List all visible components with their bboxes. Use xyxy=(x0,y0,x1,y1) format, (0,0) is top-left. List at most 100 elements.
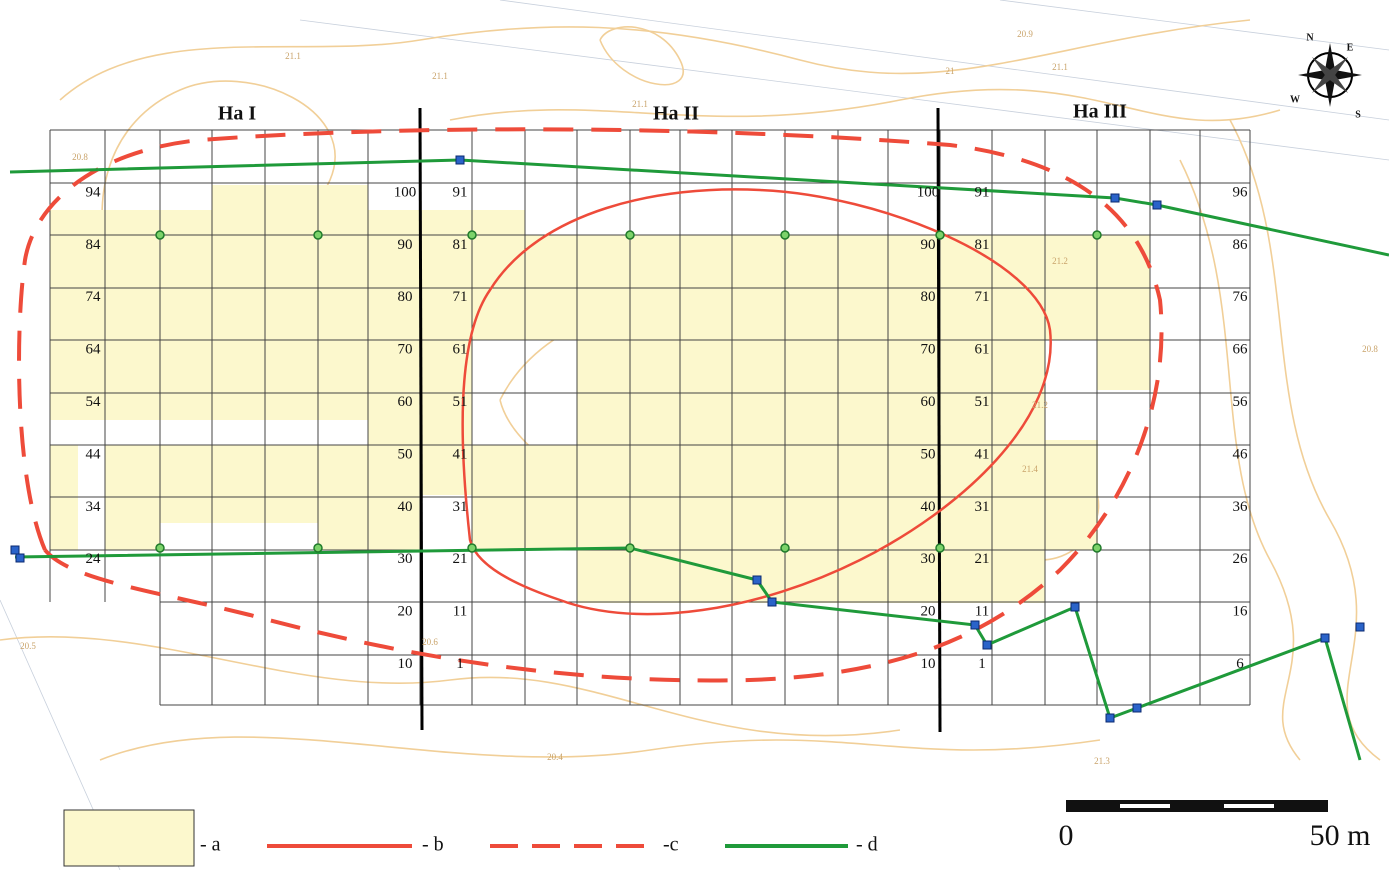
cell-number: 81 xyxy=(975,237,990,253)
section-label: Ha III xyxy=(1073,101,1127,123)
blue-point xyxy=(1105,713,1115,723)
area-a-cell xyxy=(368,210,420,550)
cell-number: 30 xyxy=(921,551,936,567)
cell-number: 51 xyxy=(975,394,990,410)
compass-letter: S xyxy=(1355,109,1361,120)
contour-label: 21.1 xyxy=(432,71,448,81)
cell-number: 46 xyxy=(1233,446,1249,462)
scale-bar-gap xyxy=(1224,804,1274,808)
cell-number: 90 xyxy=(921,237,936,253)
contour-label: 21.1 xyxy=(632,99,648,109)
cell-number: 26 xyxy=(1233,551,1249,567)
cell-number: 21 xyxy=(453,551,468,567)
cell-number: 31 xyxy=(453,499,468,515)
cell-number: 20 xyxy=(398,604,413,620)
contour-label: 20.8 xyxy=(1362,344,1378,354)
cell-number: 70 xyxy=(398,342,413,358)
blue-point xyxy=(455,155,465,165)
cell-number: 41 xyxy=(975,446,990,462)
blue-point xyxy=(1355,622,1365,632)
area-a-cell xyxy=(888,440,1098,550)
blue-point xyxy=(10,545,20,555)
green-point xyxy=(155,543,165,553)
area-a-cell xyxy=(50,210,105,420)
cell-number: 41 xyxy=(453,446,468,462)
cell-number: 81 xyxy=(453,237,468,253)
cell-number: 56 xyxy=(1233,394,1249,410)
cell-number: 91 xyxy=(453,184,468,200)
divider xyxy=(418,107,424,731)
cell-number: 60 xyxy=(921,394,936,410)
contour xyxy=(599,26,684,86)
legend-swatch-a xyxy=(63,809,195,867)
cell-number: 30 xyxy=(398,551,413,567)
cell-number: 10 xyxy=(921,656,936,672)
cell-number: 94 xyxy=(86,184,102,200)
green-point xyxy=(935,230,945,240)
compass xyxy=(1298,43,1362,107)
scale-bar-body xyxy=(1066,800,1328,812)
green-point xyxy=(625,230,635,240)
blue-point xyxy=(1152,200,1162,210)
cell-number: 44 xyxy=(86,446,102,462)
contour-label: 20.5 xyxy=(20,641,36,651)
scale-bar-gap xyxy=(1120,804,1170,808)
compass-letter: E xyxy=(1347,42,1354,53)
legend-label: -c xyxy=(663,834,679,856)
cell-number: 50 xyxy=(398,446,413,462)
cell-number: 10 xyxy=(398,656,413,672)
contour-label: 20.8 xyxy=(72,152,88,162)
contour-label: 21.1 xyxy=(1052,62,1068,72)
cell-number: 80 xyxy=(398,289,413,305)
green-point xyxy=(313,543,323,553)
cell-number: 80 xyxy=(921,289,936,305)
area-a-cell xyxy=(1097,340,1150,390)
cell-number: 24 xyxy=(86,551,102,567)
cell-number: 50 xyxy=(921,446,936,462)
compass-letter: N xyxy=(1306,32,1314,43)
compass-star xyxy=(1312,57,1348,93)
contour-label: 21.1 xyxy=(285,51,301,61)
cell-number: 54 xyxy=(86,394,102,410)
legend xyxy=(63,809,848,867)
cell-number: 61 xyxy=(975,342,990,358)
contour-label: 21.3 xyxy=(1094,756,1110,766)
area-a-cell xyxy=(105,523,160,550)
cell-number: 86 xyxy=(1233,237,1249,253)
area-a-cell xyxy=(105,210,212,420)
green-point xyxy=(467,543,477,553)
contour-label: 20.9 xyxy=(1017,29,1033,39)
contour-label: 21.4 xyxy=(1022,464,1038,474)
cell-number: 40 xyxy=(921,499,936,515)
cell-number: 100 xyxy=(917,184,940,200)
divider xyxy=(936,107,942,733)
contour xyxy=(1229,119,1381,761)
legend-label: - b xyxy=(422,834,444,856)
scale-label: 50 m xyxy=(1310,819,1371,852)
contour-label: 20.6 xyxy=(422,637,438,647)
cell-number: 61 xyxy=(453,342,468,358)
contour xyxy=(59,19,1251,101)
contour-label: 21.2 xyxy=(1032,400,1048,410)
cell-number: 11 xyxy=(453,604,467,620)
cell-number: 36 xyxy=(1233,499,1249,515)
contour-label: 20.4 xyxy=(547,752,563,762)
contour-label: 21.2 xyxy=(1052,256,1068,266)
blue-point xyxy=(767,597,777,607)
blue-point xyxy=(1320,633,1330,643)
contour xyxy=(0,636,901,737)
cell-number: 64 xyxy=(86,342,102,358)
cell-number: 91 xyxy=(975,184,990,200)
cell-number: 76 xyxy=(1233,289,1249,305)
survey-points xyxy=(10,155,1365,723)
blue-point xyxy=(752,575,762,585)
boundary-b xyxy=(461,188,1052,616)
cell-number: 84 xyxy=(86,237,102,253)
green-point xyxy=(1092,543,1102,553)
area-a-cell xyxy=(577,340,940,603)
green-point xyxy=(935,543,945,553)
section-dividers xyxy=(418,107,942,733)
blue-point xyxy=(1070,602,1080,612)
cell-number: 6 xyxy=(1236,656,1244,672)
